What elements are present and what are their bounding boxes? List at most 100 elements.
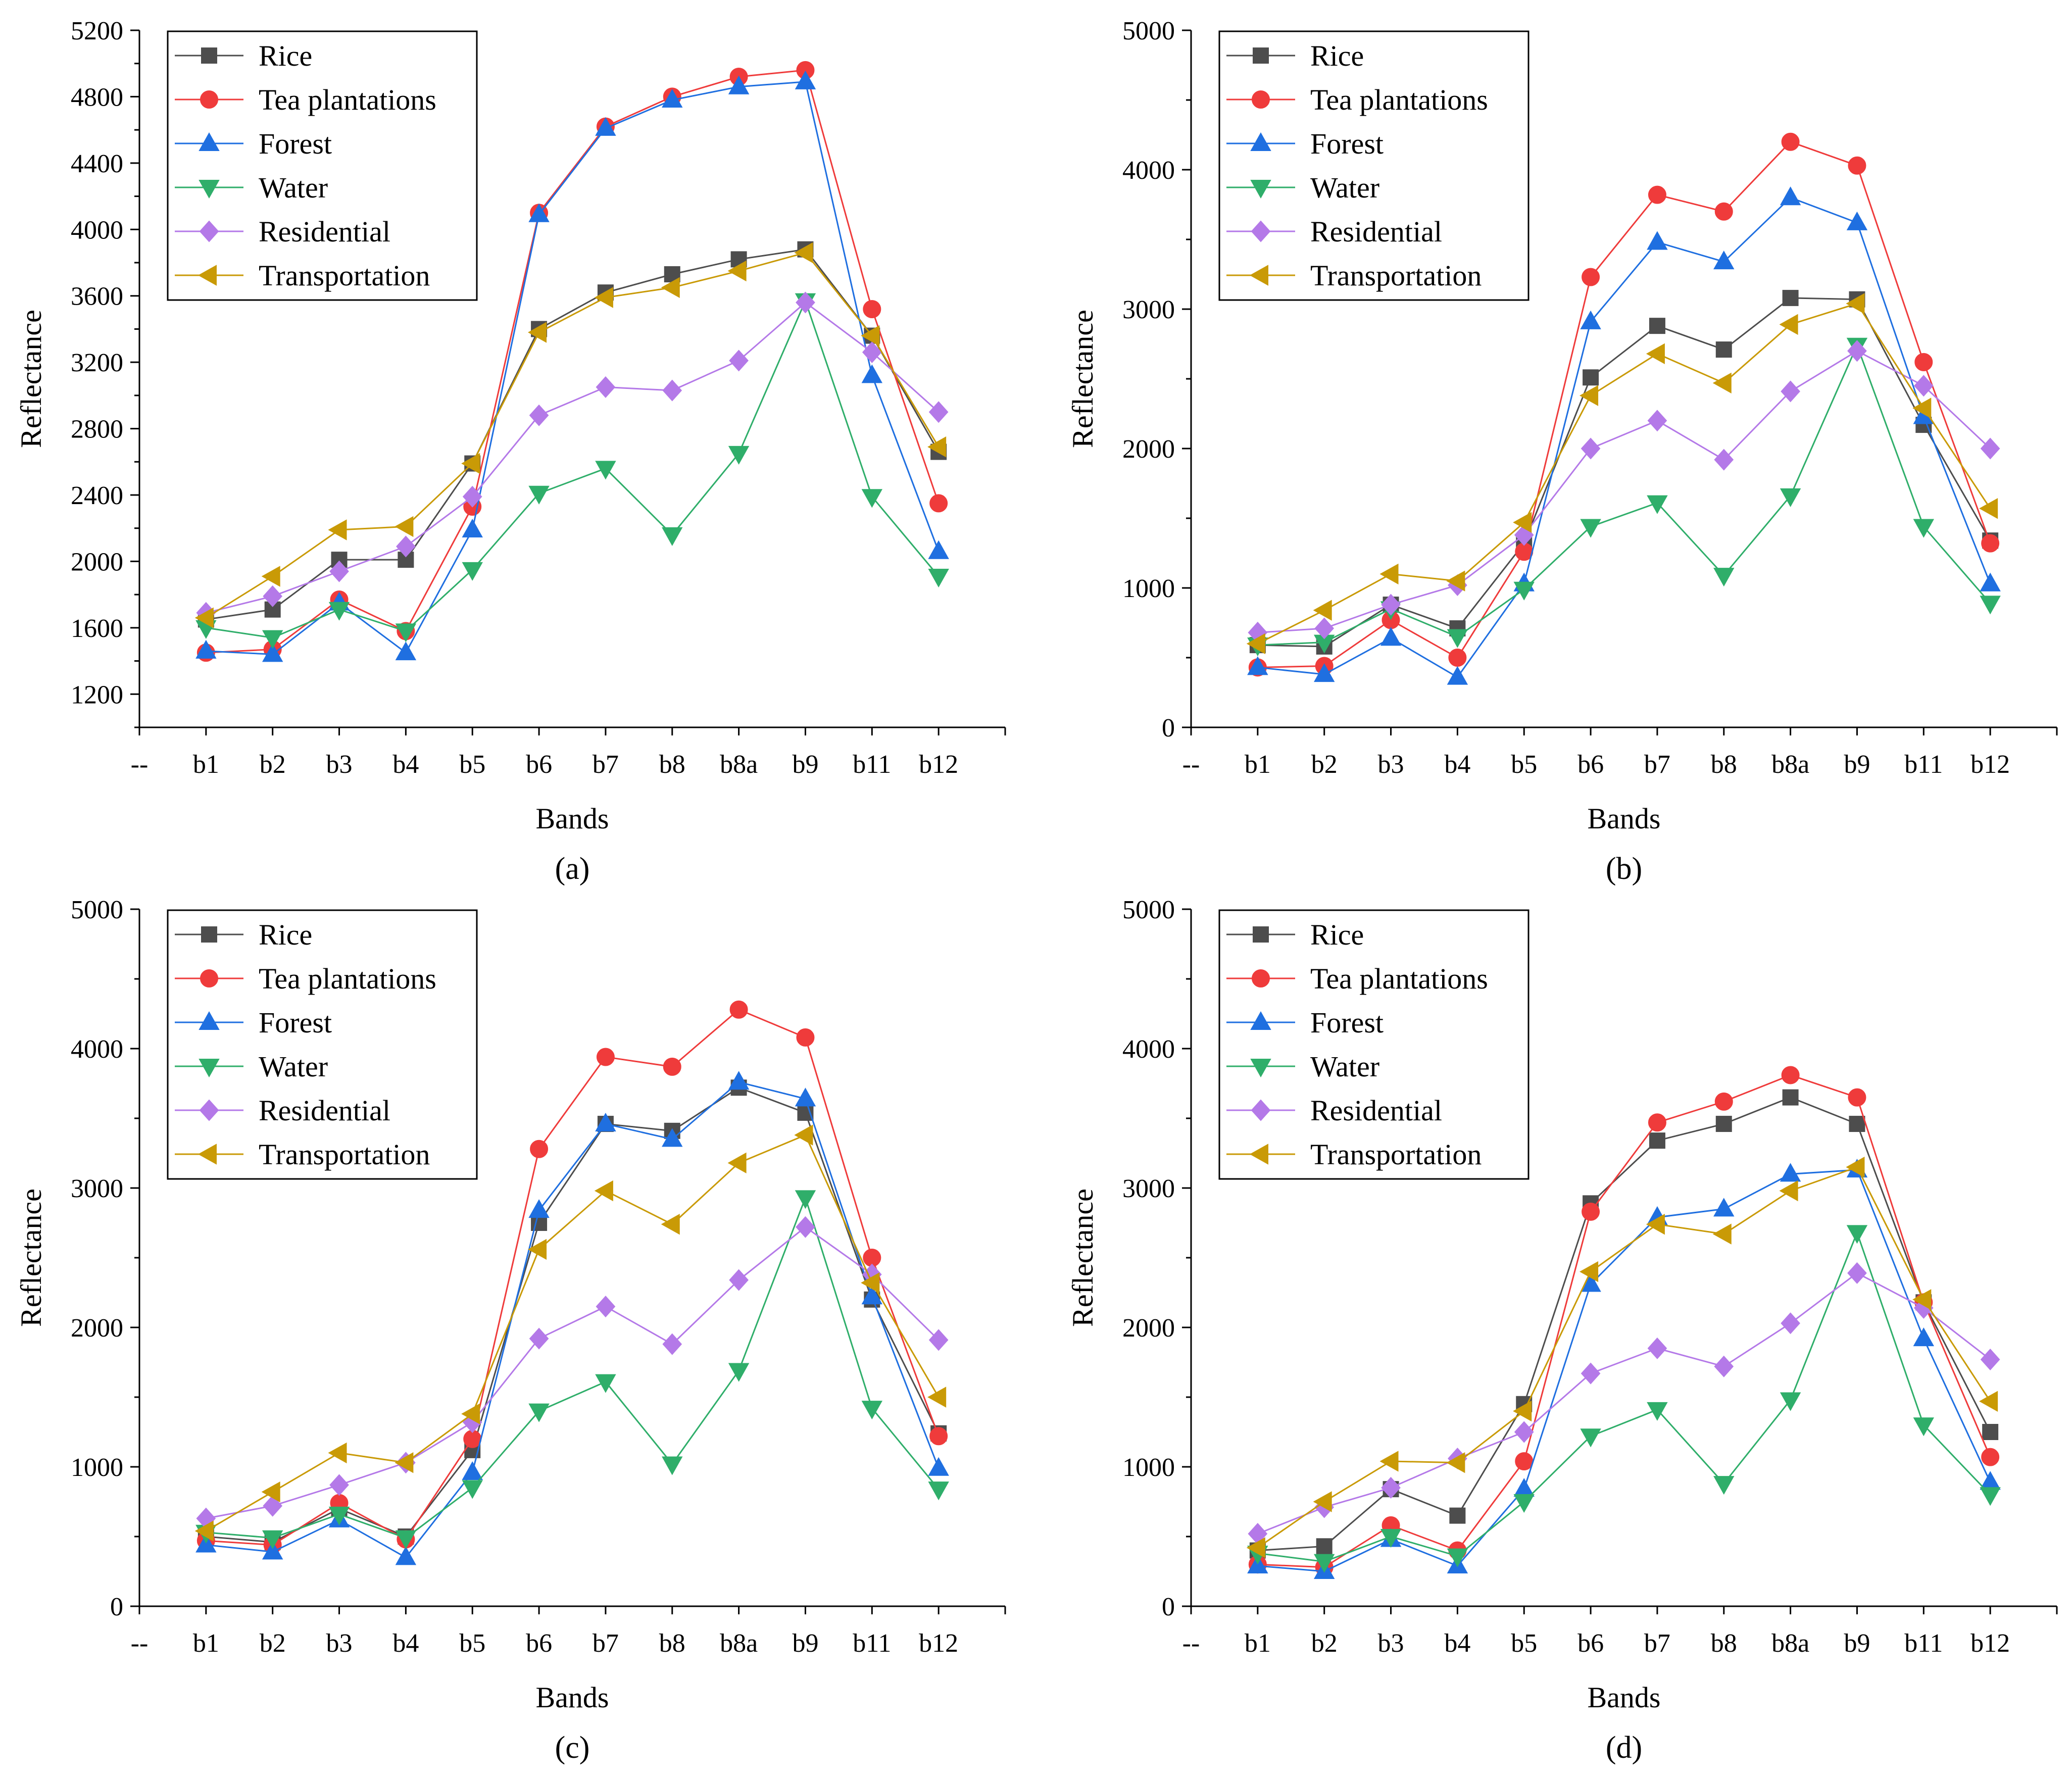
data-point — [1446, 570, 1465, 591]
legend-marker — [1251, 220, 1271, 242]
series-tea-plantations — [196, 61, 948, 662]
legend-marker — [199, 180, 220, 199]
data-point — [861, 325, 880, 347]
data-point — [862, 341, 882, 363]
data-point — [1714, 449, 1734, 471]
legend-marker — [1252, 90, 1270, 109]
chart-panel: 1200 1600 2000 2400 2800 3200 3600 4000 4400 4800… — [15, 17, 1006, 886]
data-point — [596, 1048, 615, 1066]
data-point — [1913, 1327, 1935, 1347]
data-point — [928, 569, 949, 588]
data-point — [662, 1456, 683, 1475]
x-tick-label: b1 — [193, 1629, 219, 1658]
data-point — [262, 643, 283, 662]
panel-caption: (a) — [555, 852, 590, 886]
data-point — [1846, 211, 1868, 230]
data-point — [1647, 1402, 1668, 1421]
series-line — [1257, 196, 1991, 678]
legend-label: Rice — [259, 39, 312, 72]
x-tick-label: b5 — [1511, 1629, 1537, 1658]
data-point — [1647, 410, 1667, 432]
series-line — [206, 1226, 940, 1519]
series-line — [206, 252, 940, 619]
data-point — [1649, 318, 1665, 334]
series-line — [1257, 1169, 1991, 1572]
y-tick-label: 5200 — [71, 17, 123, 45]
legend-label: Rice — [1310, 39, 1364, 72]
data-point — [795, 1190, 816, 1209]
series-line — [1257, 1272, 1991, 1535]
x-axis-title: Bands — [1588, 1681, 1661, 1714]
y-tick-label: 1000 — [1122, 1453, 1175, 1482]
legend-label: Residential — [1310, 1094, 1442, 1127]
data-point — [1913, 375, 1934, 397]
data-point — [929, 494, 948, 513]
data-point — [1580, 1428, 1601, 1448]
y-tick-label: 5000 — [71, 896, 123, 924]
legend-label: Tea plantations — [259, 962, 436, 995]
y-tick-label: 2400 — [71, 481, 123, 510]
x-tick-label: b2 — [1311, 750, 1338, 779]
data-point — [1714, 1092, 1733, 1111]
legend-label: Tea plantations — [1310, 83, 1488, 116]
data-point — [328, 602, 350, 621]
data-point — [662, 88, 683, 108]
data-point — [261, 566, 280, 587]
y-axis-title: Reflectance — [1066, 310, 1099, 448]
data-point — [928, 540, 949, 559]
legend: Rice Tea plantations Forest Water Residentia… — [167, 909, 478, 1180]
series-rice — [1249, 289, 1999, 655]
data-point — [261, 1481, 280, 1503]
x-tick-label: b12 — [1970, 750, 2010, 779]
data-point — [1581, 437, 1601, 460]
legend-label: Forest — [259, 127, 332, 160]
legend-marker — [1250, 1059, 1271, 1078]
panel-caption: (c) — [555, 1731, 590, 1765]
y-axis-title: Reflectance — [15, 310, 47, 448]
x-axis-title: Bands — [536, 802, 609, 835]
y-tick-label: 0 — [110, 1593, 123, 1621]
data-point — [1513, 581, 1535, 601]
data-point — [1647, 495, 1668, 514]
data-point — [861, 1272, 880, 1294]
data-point — [1847, 1262, 1867, 1284]
series-line — [206, 301, 940, 614]
data-point — [262, 630, 283, 649]
data-point — [1712, 1223, 1732, 1245]
data-point — [1714, 202, 1733, 221]
x-tick-label: b7 — [593, 1629, 619, 1658]
series-water — [1247, 1225, 2001, 1573]
data-point — [1647, 231, 1668, 250]
data-point — [795, 1088, 816, 1107]
data-point — [394, 516, 414, 537]
data-point — [1913, 1417, 1935, 1437]
legend-marker — [1252, 969, 1270, 987]
legend-label: Transportation — [259, 1138, 430, 1171]
data-point — [462, 485, 482, 508]
data-point — [1912, 1289, 1932, 1310]
data-point — [528, 1199, 550, 1218]
data-point — [1979, 498, 1998, 519]
panel-caption: (d) — [1606, 1731, 1642, 1765]
data-point — [1713, 1198, 1735, 1217]
data-point — [263, 585, 283, 607]
x-tick-label: b8a — [720, 750, 758, 779]
data-point — [1582, 268, 1600, 286]
data-point — [1582, 1202, 1600, 1221]
legend-box — [167, 909, 478, 1180]
data-point — [462, 562, 483, 581]
x-tick-label: b11 — [853, 1629, 891, 1658]
chart-panel: 0 1000 2000 3000 4000 5000 -- b1 b2 b3 b4 b5 b6 b7 b8 b… — [15, 896, 1006, 1765]
y-tick-label: 3000 — [1122, 1174, 1175, 1203]
data-point — [595, 1374, 616, 1393]
legend-marker — [1249, 265, 1268, 286]
data-point — [1980, 1487, 2001, 1506]
legend-box — [1218, 30, 1530, 301]
series-line — [1257, 1074, 1991, 1568]
data-point — [1781, 380, 1800, 403]
x-tick-label: -- — [1182, 1629, 1200, 1658]
x-tick-label: b5 — [459, 1629, 485, 1658]
data-point — [1780, 1163, 1801, 1182]
data-point — [1846, 1225, 1868, 1244]
data-point — [728, 75, 750, 94]
